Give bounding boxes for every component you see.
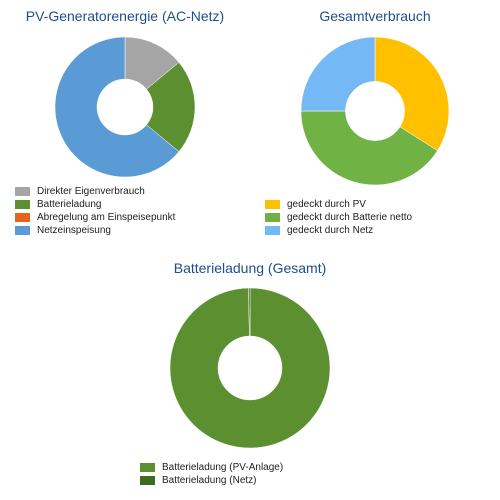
legend-item-gedeckt-durch-pv: gedeckt durch PV [265, 198, 412, 211]
chart1-legend: Direkter Eigenverbrauch Batterieladung Abr… [15, 185, 175, 237]
legend-item-netzeinspeisung: Netzeinspeisung [15, 224, 175, 237]
chart1-donut [54, 36, 196, 178]
chart3-donut [169, 287, 331, 449]
legend-swatch [15, 187, 30, 196]
legend-label: gedeckt durch PV [287, 199, 366, 210]
legend-swatch [140, 476, 155, 485]
legend-swatch [140, 463, 155, 472]
legend-label: Batterieladung (Netz) [162, 475, 257, 486]
slice-netzeinspeisung [54, 36, 180, 178]
slice-gedeckt-durch-pv [374, 36, 450, 151]
legend-item-batterieladung: Batterieladung [15, 198, 175, 211]
chart3-title: Batterieladung (Gesamt) [173, 260, 327, 276]
slice-batterieladung-pv-anlage [169, 287, 331, 449]
legend-item-batterieladung-pv-anlage: Batterieladung (PV-Anlage) [140, 461, 283, 474]
legend-label: gedeckt durch Batterie netto [287, 212, 413, 223]
chart3-legend: Batterieladung (PV-Anlage) Batterieladung… [140, 461, 283, 487]
chart1-title: PV-Generatorenergie (AC-Netz) [25, 8, 225, 24]
legend-item-batterieladung-netz: Batterieladung (Netz) [140, 474, 283, 487]
chart2-donut [300, 36, 450, 186]
slice-batterieladung-netz [248, 287, 251, 337]
chart2-legend: gedeckt durch PV gedeckt durch Batterie n… [265, 198, 412, 237]
legend-label: gedeckt durch Netz [287, 225, 374, 236]
legend-swatch [265, 226, 280, 235]
legend-swatch [265, 213, 280, 222]
legend-label: Abregelung am Einspeisepunkt [37, 212, 176, 223]
chart2-title: Gesamtverbrauch [319, 8, 431, 24]
legend-label: Direkter Eigenverbrauch [37, 186, 145, 197]
slice-gedeckt-durch-netz [300, 36, 376, 112]
legend-label: Netzeinspeisung [37, 225, 111, 236]
legend-swatch [265, 200, 280, 209]
legend-swatch [15, 200, 30, 209]
legend-label: Batterieladung [37, 199, 102, 210]
legend-item-direkter-eigenverbrauch: Direkter Eigenverbrauch [15, 185, 175, 198]
legend-item-gedeckt-durch-netz: gedeckt durch Netz [265, 224, 412, 237]
legend-swatch [15, 213, 30, 222]
legend-item-abregelung-am-einspeisepunkt: Abregelung am Einspeisepunkt [15, 211, 175, 224]
slice-gedeckt-durch-batterie-netto [300, 110, 438, 186]
legend-label: Batterieladung (PV-Anlage) [162, 462, 284, 473]
slice-batterieladung [146, 62, 196, 152]
legend-item-gedeckt-durch-batterie-netto: gedeckt durch Batterie netto [265, 211, 412, 224]
legend-swatch [15, 226, 30, 235]
